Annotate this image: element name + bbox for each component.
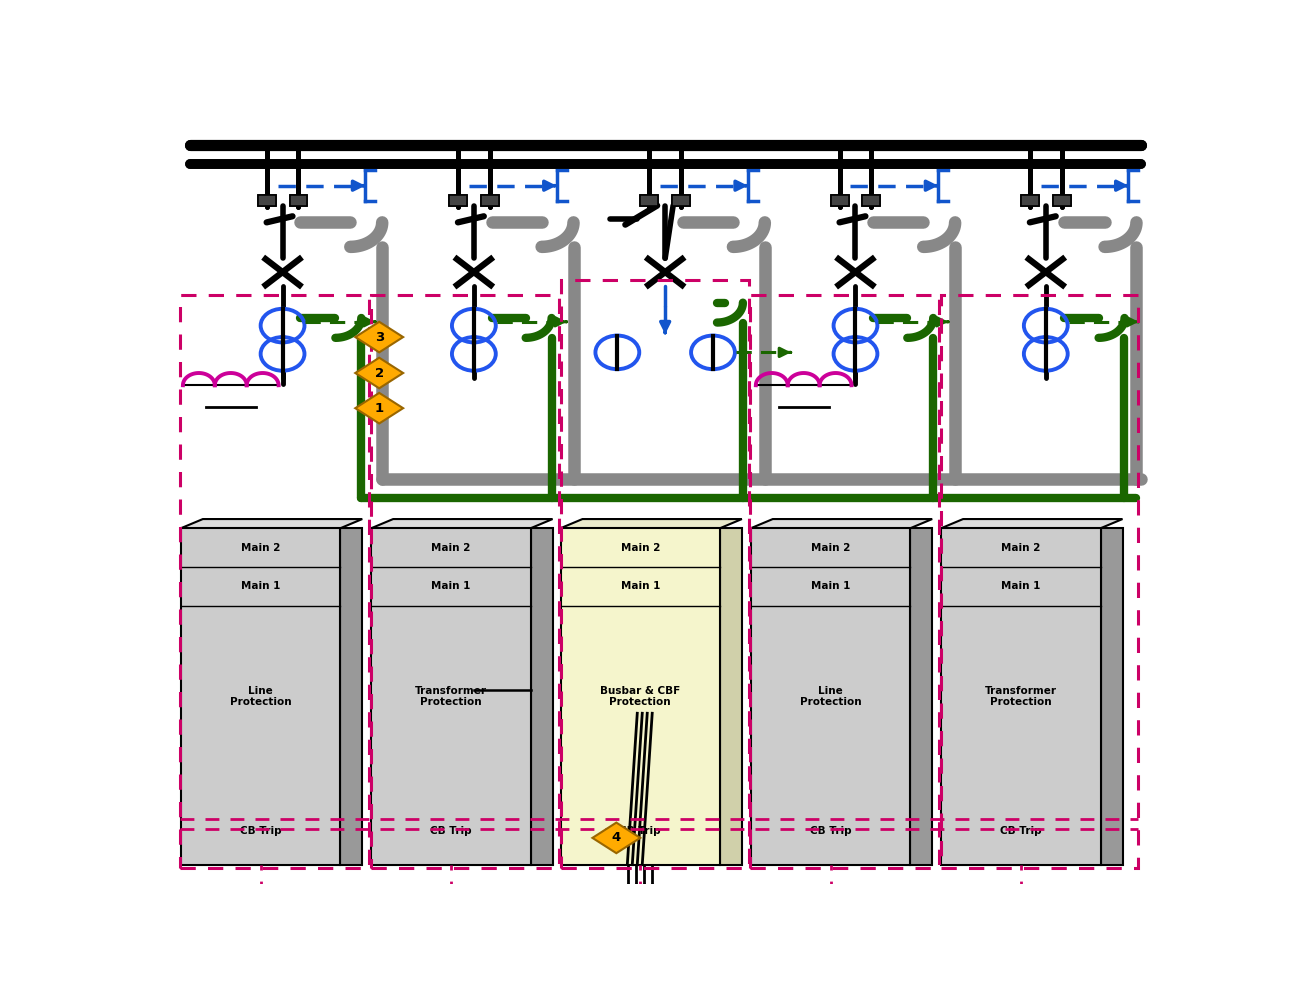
Text: Main 1: Main 1	[621, 581, 660, 591]
Text: 4: 4	[612, 831, 621, 844]
Bar	[641, 195, 659, 206]
Bar	[481, 195, 498, 206]
Text: Main 2: Main 2	[241, 542, 281, 552]
Bar	[831, 195, 849, 206]
Polygon shape	[531, 528, 553, 865]
Text: Busbar & CBF
Protection: Busbar & CBF Protection	[600, 685, 681, 707]
Text: Main 1: Main 1	[811, 581, 850, 591]
Bar	[371, 528, 531, 865]
Bar	[1053, 195, 1070, 206]
Bar	[290, 195, 308, 206]
Polygon shape	[371, 519, 553, 528]
Polygon shape	[356, 322, 404, 353]
Text: Line
Protection: Line Protection	[800, 685, 862, 707]
Polygon shape	[340, 528, 362, 865]
Bar	[1021, 195, 1039, 206]
Polygon shape	[751, 519, 932, 528]
Bar	[371, 295, 559, 869]
Bar	[1021, 195, 1039, 206]
Bar	[560, 528, 719, 865]
Polygon shape	[910, 528, 932, 865]
Polygon shape	[719, 528, 741, 865]
Bar	[862, 195, 880, 206]
Text: CB Trip: CB Trip	[810, 826, 851, 836]
Text: CB Trip: CB Trip	[239, 826, 282, 836]
Bar	[181, 528, 340, 865]
Bar	[449, 195, 467, 206]
Polygon shape	[593, 822, 641, 853]
Bar	[751, 528, 910, 865]
Text: Main 2: Main 2	[1002, 542, 1040, 552]
Polygon shape	[560, 519, 741, 528]
Polygon shape	[356, 357, 404, 388]
Text: Main 1: Main 1	[1002, 581, 1040, 591]
Polygon shape	[1101, 528, 1122, 865]
Text: CB Trip: CB Trip	[430, 826, 472, 836]
Bar	[862, 195, 880, 206]
Bar	[449, 195, 467, 206]
Bar	[560, 280, 749, 869]
Text: Transformer
Protection: Transformer Protection	[985, 685, 1057, 707]
Polygon shape	[181, 519, 362, 528]
Polygon shape	[941, 519, 1122, 528]
Bar	[831, 195, 849, 206]
Bar	[749, 295, 939, 869]
Bar	[941, 295, 1139, 869]
Text: Main 2: Main 2	[621, 542, 660, 552]
Text: CB Trip: CB Trip	[620, 826, 661, 836]
Bar	[941, 528, 1101, 865]
Bar	[180, 295, 369, 869]
Bar	[258, 195, 276, 206]
Text: Transformer
Protection: Transformer Protection	[415, 685, 487, 707]
Text: 1: 1	[375, 402, 384, 415]
Text: Main 2: Main 2	[431, 542, 471, 552]
Bar	[641, 195, 659, 206]
Bar	[1053, 195, 1070, 206]
Polygon shape	[356, 393, 404, 423]
Text: Main 1: Main 1	[241, 581, 281, 591]
Bar	[672, 195, 690, 206]
Text: 2: 2	[375, 366, 384, 379]
Text: Main 2: Main 2	[811, 542, 850, 552]
Bar	[258, 195, 276, 206]
Bar	[481, 195, 498, 206]
Text: Line
Protection: Line Protection	[230, 685, 291, 707]
Bar	[672, 195, 690, 206]
Text: CB Trip: CB Trip	[1000, 826, 1042, 836]
Text: Main 1: Main 1	[431, 581, 471, 591]
Text: 3: 3	[374, 331, 384, 344]
Bar	[290, 195, 308, 206]
